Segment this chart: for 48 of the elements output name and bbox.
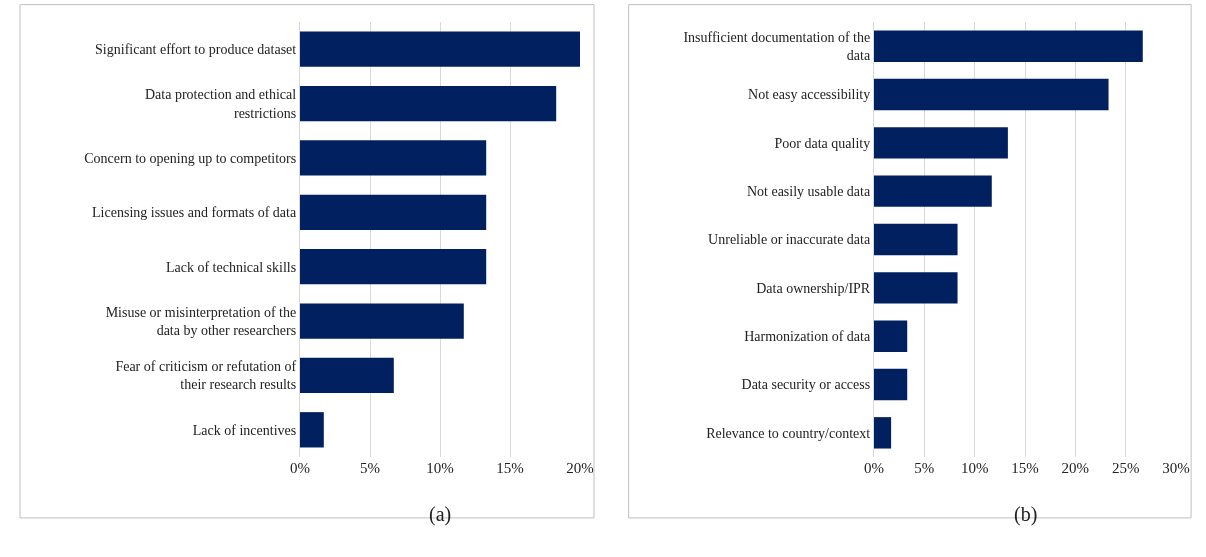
- x-tick-label: 10%: [426, 460, 454, 476]
- y-tick-label: Fear of criticism or refutation of their research results: [115, 359, 297, 393]
- bar: [300, 31, 580, 67]
- bar: [300, 85, 557, 122]
- y-tick-label: Insufficient documentation of the data: [683, 29, 871, 64]
- bar: [874, 368, 908, 401]
- y-tick-label: Misuse or misinterpretation of the data by other researchers: [105, 304, 297, 339]
- y-tick-label: Lack of incentives: [192, 422, 297, 438]
- bar: [874, 78, 1109, 111]
- x-tick-label: 0%: [290, 460, 310, 476]
- bar: [874, 272, 958, 304]
- y-tick-label: Relevance to country/context: [706, 425, 871, 441]
- bar: [874, 127, 1008, 159]
- text: (b): [1014, 503, 1038, 526]
- x-tick-label: 30%: [1162, 460, 1190, 476]
- y-tick-label: Data security or access: [741, 377, 871, 393]
- x-tick-label: 10%: [960, 460, 989, 476]
- x-tick-label: 20%: [1061, 460, 1090, 476]
- y-tick-label: Unreliable or inaccurate data: [708, 232, 871, 248]
- x-tick-label: 25%: [1111, 460, 1140, 476]
- bar: [874, 30, 1143, 62]
- bar: [300, 249, 487, 285]
- y-tick-label: Licensing issues and formats of data: [92, 205, 297, 221]
- bar: [300, 303, 464, 339]
- y-tick-label: Not easily usable data: [746, 184, 871, 200]
- bar: [300, 194, 487, 230]
- y-tick-label: Data protection and ethical restrictions: [144, 87, 297, 121]
- x-tick-label: 0%: [864, 460, 884, 476]
- y-tick-label: Concern to opening up to competitors: [84, 150, 297, 166]
- y-tick-label: Significant effort to produce dataset: [95, 42, 297, 58]
- x-tick-label: 5%: [360, 460, 380, 476]
- y-tick-label: Poor data quality: [774, 135, 871, 151]
- bar: [300, 140, 487, 176]
- text: (a): [429, 503, 452, 526]
- x-tick-label: 15%: [496, 460, 524, 476]
- bar: [874, 320, 908, 352]
- x-tick-label: 5%: [914, 460, 935, 476]
- bar: [300, 357, 394, 394]
- x-tick-label: 15%: [1011, 460, 1039, 476]
- bar: [300, 412, 324, 448]
- y-tick-label: Harmonization of data: [744, 329, 871, 345]
- bar: [874, 417, 892, 449]
- y-tick-label: Lack of technical skills: [165, 259, 297, 275]
- y-tick-label: Data ownership/IPR: [756, 280, 871, 296]
- y-tick-label: Not easy accessibility: [748, 87, 871, 103]
- x-tick-label: 20%: [566, 460, 594, 476]
- bar: [874, 175, 992, 207]
- bar: [874, 223, 958, 256]
